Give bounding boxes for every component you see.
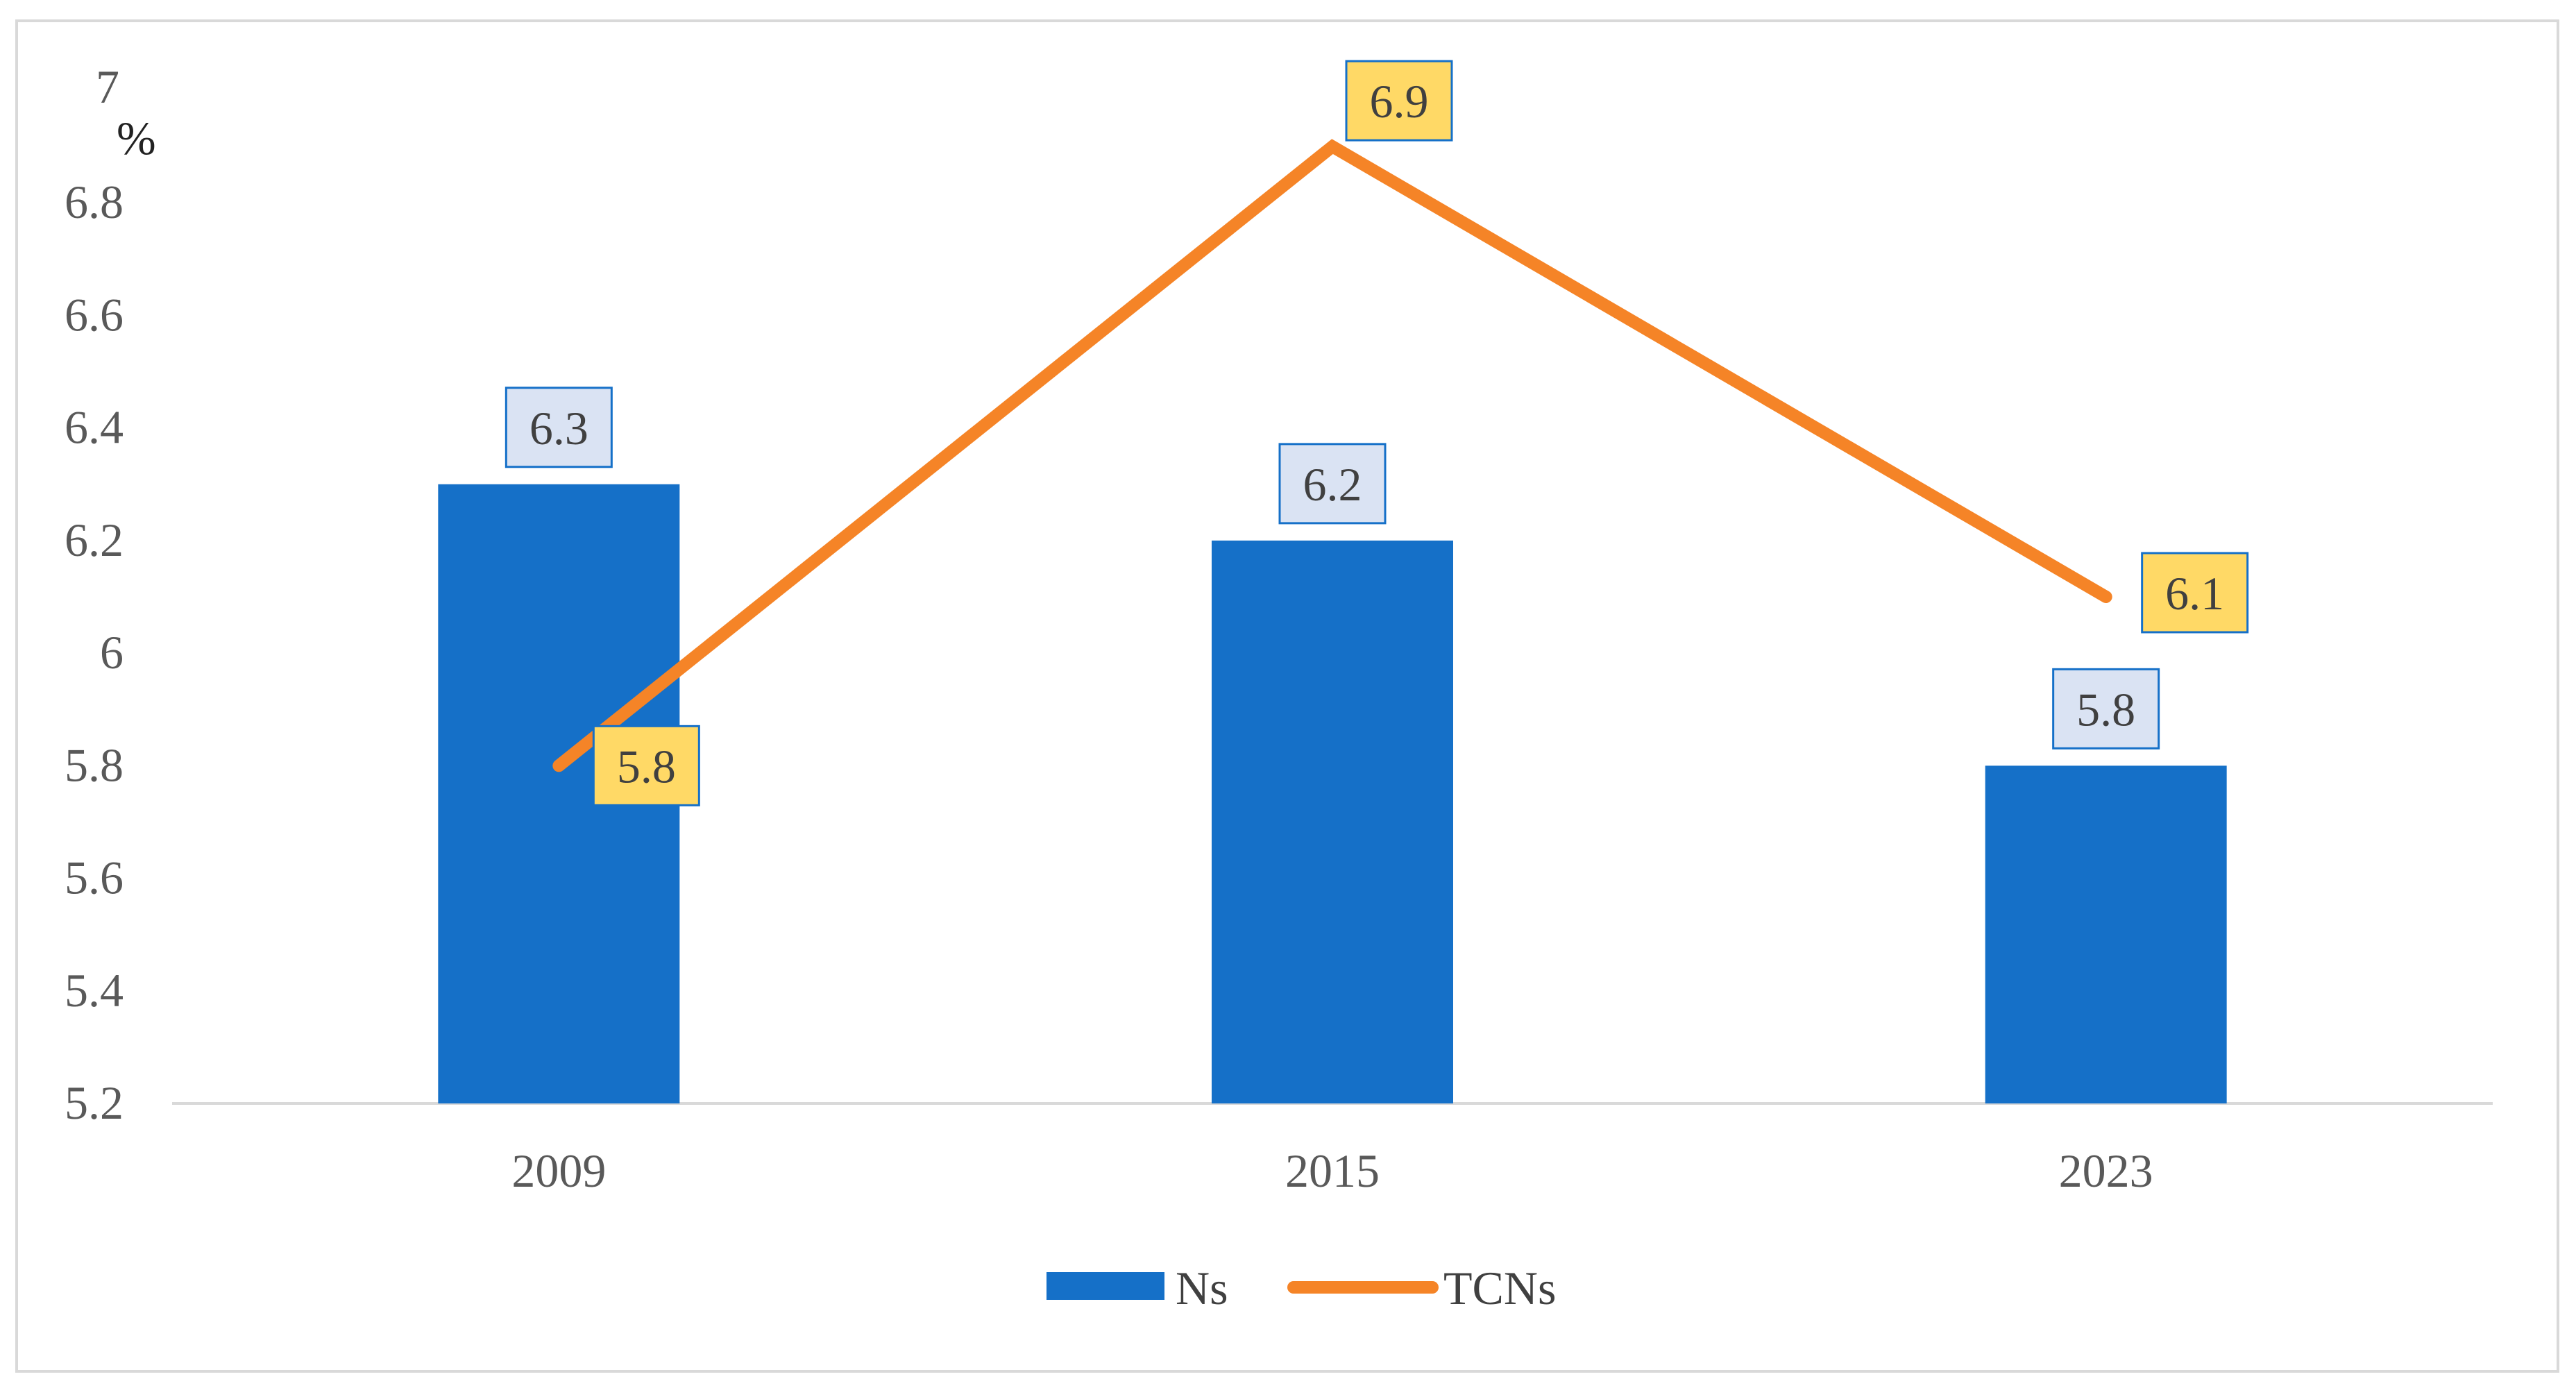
legend-label-ns: Ns	[1176, 1262, 1228, 1314]
y-tick-label: 6.2	[65, 514, 124, 566]
bar-data-label: 5.8	[2076, 683, 2135, 736]
bar-data-label-box	[2052, 668, 2160, 750]
bar-data-label-box	[505, 387, 613, 468]
x-tick-label: 2023	[2059, 1144, 2153, 1197]
legend: Ns TCNs	[1046, 1262, 1556, 1314]
line-data-label: 6.1	[2165, 567, 2224, 620]
y-tick-label: 6.6	[65, 288, 124, 341]
legend-label-tcns: TCNs	[1443, 1262, 1556, 1314]
y-tick-label: 5.6	[65, 852, 124, 904]
bar-data-label-box	[1278, 443, 1387, 525]
line-tcns	[552, 139, 2112, 772]
bar-data-label: 6.2	[1303, 458, 1362, 511]
x-tick-label: 2009	[511, 1144, 606, 1197]
line-data-label: 6.9	[1370, 75, 1429, 128]
line-data-label-box	[592, 725, 700, 806]
y-unit-label: %	[117, 112, 156, 164]
line-data-label: 5.8	[617, 740, 676, 793]
legend-key-ns	[1046, 1272, 1164, 1300]
data-labels-layer: 6.3 6.2 5.8 5.8 6.9 6.1	[505, 60, 2249, 806]
bar-ns	[1212, 540, 1453, 1103]
y-tick-label: 5.2	[65, 1076, 124, 1129]
y-tick-label: 6.8	[65, 176, 124, 228]
y-tick-label: 5.4	[65, 964, 124, 1017]
y-tick-label: 5.8	[65, 738, 124, 791]
x-tick-label: 2015	[1285, 1144, 1380, 1197]
bars-layer	[438, 484, 2227, 1103]
y-tick-label: 6.4	[65, 401, 124, 454]
bar-data-label: 6.3	[529, 402, 588, 455]
bar-ns	[1985, 765, 2227, 1103]
axis-layer: 5.2 5.4 5.6 5.8 6 6.2 6.4 6.6 6.8 7 2009 2015 2023	[65, 60, 2493, 1197]
line-data-label-box	[2141, 552, 2249, 634]
y-tick-label: 6	[100, 626, 124, 679]
line-data-label-box	[1345, 60, 1453, 142]
y-tick-label: 7	[96, 60, 119, 113]
line-layer	[552, 139, 2112, 772]
